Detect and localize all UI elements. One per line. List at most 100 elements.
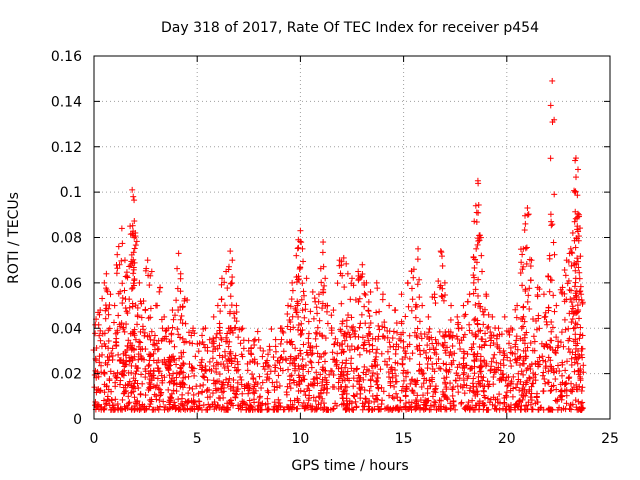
data-point — [462, 404, 469, 411]
data-point — [335, 365, 342, 372]
data-point — [388, 364, 395, 371]
data-point — [500, 347, 507, 354]
data-point — [528, 390, 535, 397]
data-point — [577, 253, 584, 260]
data-point — [154, 302, 161, 309]
data-point — [348, 280, 355, 287]
data-point — [475, 328, 482, 335]
data-point — [422, 349, 429, 356]
data-point — [179, 401, 186, 408]
data-points — [90, 77, 587, 413]
data-point — [189, 340, 196, 347]
data-point — [131, 346, 138, 353]
data-point — [237, 340, 244, 347]
data-point — [301, 314, 308, 321]
data-point — [414, 281, 421, 288]
data-point — [251, 336, 258, 343]
data-point — [522, 245, 529, 252]
data-point — [411, 329, 418, 336]
data-point — [454, 372, 461, 379]
data-point — [366, 341, 373, 348]
data-point — [547, 211, 554, 218]
data-point — [125, 381, 132, 388]
data-point — [297, 227, 304, 234]
data-point — [361, 290, 368, 297]
data-point — [361, 339, 368, 346]
data-point — [426, 377, 433, 384]
data-point — [501, 313, 508, 320]
data-point — [240, 399, 247, 406]
data-point — [173, 369, 180, 376]
data-point — [315, 359, 322, 366]
data-point — [319, 364, 326, 371]
x-tick-label: 20 — [498, 431, 516, 447]
data-point — [475, 378, 482, 385]
data-point — [476, 237, 483, 244]
data-point — [143, 265, 150, 272]
data-point — [228, 280, 235, 287]
data-point — [139, 323, 146, 330]
data-point — [293, 252, 300, 259]
data-point — [429, 366, 436, 373]
data-point — [125, 400, 132, 407]
data-point — [379, 397, 386, 404]
data-point — [107, 368, 114, 375]
data-point — [135, 356, 142, 363]
data-point — [418, 367, 425, 374]
data-point — [102, 315, 109, 322]
data-point — [425, 397, 432, 404]
data-point — [328, 325, 335, 332]
data-point — [135, 384, 142, 391]
data-point — [458, 399, 465, 406]
data-point — [391, 383, 398, 390]
data-point — [204, 347, 211, 354]
data-point — [150, 406, 157, 413]
data-point — [379, 296, 386, 303]
data-point — [295, 372, 302, 379]
data-point — [199, 388, 206, 395]
data-point — [300, 341, 307, 348]
data-point — [523, 367, 530, 374]
data-point — [108, 388, 115, 395]
data-point — [257, 393, 264, 400]
data-point — [392, 372, 399, 379]
data-point — [361, 363, 368, 370]
data-point — [432, 300, 439, 307]
data-point — [285, 302, 292, 309]
data-point — [225, 266, 232, 273]
data-point — [233, 309, 240, 316]
data-point — [565, 277, 572, 284]
data-point — [251, 381, 258, 388]
data-point — [485, 323, 492, 330]
data-point — [522, 406, 529, 413]
data-point — [570, 338, 577, 345]
data-point — [217, 308, 224, 315]
data-point — [170, 356, 177, 363]
data-point — [564, 358, 571, 365]
data-point — [447, 405, 454, 412]
data-point — [154, 346, 161, 353]
data-point — [548, 363, 555, 370]
data-point — [433, 360, 440, 367]
data-point — [112, 373, 119, 380]
data-point — [200, 373, 207, 380]
data-point — [552, 347, 559, 354]
data-point — [572, 157, 579, 164]
data-point — [320, 400, 327, 407]
data-point — [102, 401, 109, 408]
data-point — [128, 354, 135, 361]
data-point — [495, 399, 502, 406]
data-point — [397, 337, 404, 344]
data-point — [278, 354, 285, 361]
data-point — [136, 279, 143, 286]
data-point — [268, 326, 275, 333]
data-point — [131, 218, 138, 225]
data-point — [567, 388, 574, 395]
data-point — [482, 394, 489, 401]
data-point — [287, 397, 294, 404]
data-point — [135, 343, 142, 350]
data-point — [528, 397, 535, 404]
data-point — [424, 342, 431, 349]
data-point — [186, 329, 193, 336]
data-point — [505, 340, 512, 347]
